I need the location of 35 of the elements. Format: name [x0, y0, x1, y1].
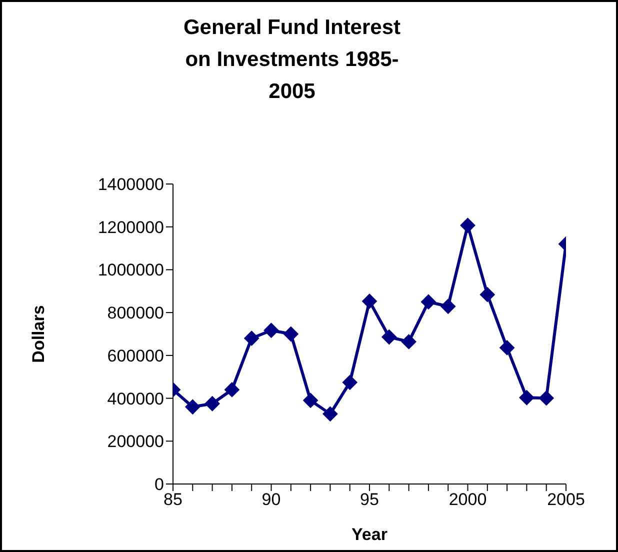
- point: [204, 396, 220, 412]
- point: [185, 399, 200, 414]
- point: [322, 406, 338, 422]
- point: [303, 392, 318, 408]
- point: [382, 330, 397, 344]
- y-tick-label: 600000: [107, 346, 164, 366]
- x-tick-label: 85: [164, 490, 182, 510]
- point: [401, 334, 416, 350]
- point: [264, 322, 279, 338]
- y-tick-label: 200000: [107, 432, 164, 452]
- y-tick-label: 400000: [107, 389, 164, 408]
- point: [420, 294, 436, 310]
- point: [440, 298, 456, 314]
- point: [500, 340, 515, 356]
- chart-title: General Fund Interest on Investments 1985-2005: [182, 15, 402, 105]
- point: [519, 390, 534, 406]
- x-axis-title: Year: [352, 525, 388, 544]
- point: [460, 218, 476, 233]
- point: [362, 294, 377, 309]
- point: [342, 374, 358, 390]
- point: [244, 330, 260, 346]
- point: [480, 287, 495, 302]
- point: [283, 326, 298, 342]
- y-tick-label: 1000000: [98, 260, 164, 280]
- x-tick-label: 95: [360, 490, 379, 510]
- x-tick-label: 2005: [547, 490, 585, 510]
- y-tick-label: 1400000: [98, 175, 164, 194]
- point: [538, 390, 554, 406]
- y-tick-label: 1200000: [98, 218, 164, 237]
- y-axis-title: Dollars: [29, 305, 48, 363]
- x-tick-label: 90: [262, 490, 281, 510]
- y-tick-label: 800000: [107, 304, 164, 323]
- point: [224, 382, 240, 398]
- x-tick-label: 2000: [448, 490, 487, 510]
- y-tick-label: 0: [154, 475, 164, 494]
